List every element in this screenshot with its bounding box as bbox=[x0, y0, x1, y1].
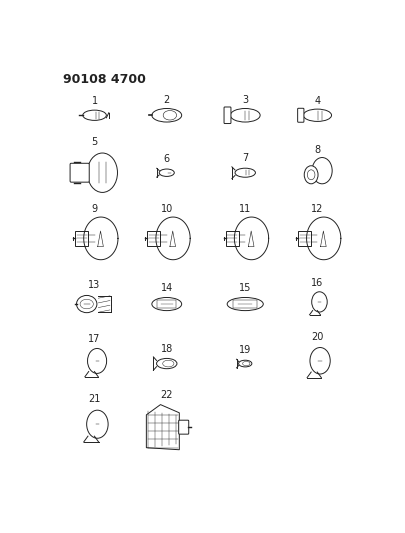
Text: 4: 4 bbox=[314, 96, 320, 106]
Text: 6: 6 bbox=[164, 154, 170, 164]
Polygon shape bbox=[84, 217, 118, 260]
Bar bbox=[234, 301, 257, 308]
Bar bbox=[157, 301, 177, 308]
Bar bbox=[226, 231, 239, 246]
Circle shape bbox=[304, 166, 318, 184]
Ellipse shape bbox=[235, 168, 256, 177]
Bar bbox=[147, 231, 160, 246]
Bar bbox=[75, 231, 88, 246]
Ellipse shape bbox=[230, 109, 260, 122]
Text: 12: 12 bbox=[311, 204, 324, 214]
Text: 22: 22 bbox=[160, 391, 173, 400]
Bar bbox=[298, 231, 311, 246]
FancyBboxPatch shape bbox=[224, 107, 231, 124]
FancyBboxPatch shape bbox=[179, 420, 189, 434]
Text: 15: 15 bbox=[239, 284, 252, 293]
Ellipse shape bbox=[163, 110, 177, 120]
Text: 19: 19 bbox=[239, 345, 252, 356]
Text: 17: 17 bbox=[88, 334, 101, 344]
Ellipse shape bbox=[243, 361, 250, 366]
Text: 16: 16 bbox=[311, 278, 324, 288]
FancyBboxPatch shape bbox=[298, 108, 304, 122]
Text: 13: 13 bbox=[88, 280, 101, 290]
Text: 2: 2 bbox=[164, 95, 170, 106]
Text: 10: 10 bbox=[161, 204, 173, 214]
Circle shape bbox=[307, 170, 315, 180]
Polygon shape bbox=[146, 405, 179, 450]
Ellipse shape bbox=[303, 109, 332, 122]
Text: 1: 1 bbox=[92, 96, 98, 106]
Text: 18: 18 bbox=[161, 344, 173, 354]
Ellipse shape bbox=[83, 110, 107, 120]
Text: 90108 4700: 90108 4700 bbox=[63, 74, 146, 86]
Ellipse shape bbox=[152, 297, 182, 311]
Text: 8: 8 bbox=[314, 146, 320, 156]
FancyBboxPatch shape bbox=[70, 163, 89, 182]
Ellipse shape bbox=[157, 358, 177, 369]
Circle shape bbox=[312, 292, 327, 312]
Ellipse shape bbox=[227, 297, 263, 311]
Polygon shape bbox=[307, 217, 341, 260]
Circle shape bbox=[312, 158, 332, 184]
Ellipse shape bbox=[152, 109, 182, 122]
Text: 20: 20 bbox=[311, 332, 324, 342]
Ellipse shape bbox=[77, 295, 97, 313]
Ellipse shape bbox=[163, 360, 174, 367]
Text: 14: 14 bbox=[161, 284, 173, 293]
Circle shape bbox=[87, 410, 108, 438]
Text: 3: 3 bbox=[242, 95, 248, 106]
Text: 9: 9 bbox=[92, 204, 98, 214]
Text: 21: 21 bbox=[88, 394, 101, 404]
Polygon shape bbox=[234, 217, 269, 260]
Circle shape bbox=[310, 348, 330, 374]
Polygon shape bbox=[156, 217, 190, 260]
Text: 11: 11 bbox=[239, 204, 252, 214]
Ellipse shape bbox=[80, 300, 93, 309]
Circle shape bbox=[87, 153, 117, 192]
Circle shape bbox=[87, 349, 107, 374]
Ellipse shape bbox=[239, 360, 252, 367]
Text: 7: 7 bbox=[242, 154, 248, 163]
Ellipse shape bbox=[159, 169, 174, 176]
Text: 5: 5 bbox=[92, 138, 98, 147]
